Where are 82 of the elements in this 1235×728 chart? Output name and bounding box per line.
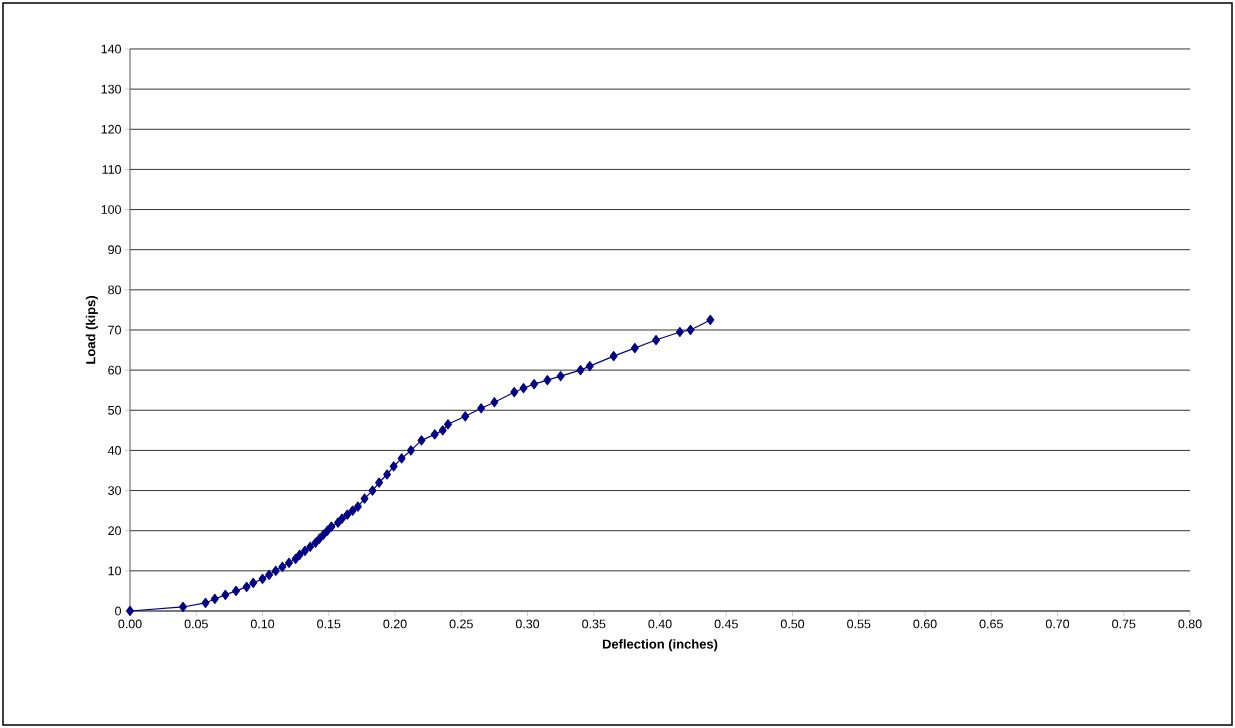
point [368, 485, 377, 496]
point [300, 545, 309, 556]
point [519, 383, 528, 394]
y-tick-label: 90 [108, 245, 121, 255]
y-tick-label: 10 [108, 566, 121, 576]
y-axis-title: Load (kips) [85, 296, 98, 364]
x-tick-label: 0.10 [250, 619, 275, 629]
point [295, 549, 304, 560]
point [311, 537, 320, 548]
point [430, 429, 439, 440]
point [265, 569, 274, 580]
point [543, 375, 552, 386]
point [271, 565, 280, 576]
point [249, 577, 258, 588]
point [406, 445, 415, 456]
y-tick-label: 30 [108, 486, 121, 495]
point [353, 501, 362, 512]
point [278, 561, 287, 572]
x-tick-label: 0.75 [1112, 619, 1136, 629]
x-tick-label: 0.80 [1178, 619, 1202, 629]
point [630, 342, 639, 354]
y-tick-label: 140 [101, 44, 121, 54]
x-tick-label: 0.35 [582, 619, 606, 629]
point [210, 593, 219, 605]
point [221, 589, 230, 601]
point [444, 419, 452, 430]
point [343, 509, 352, 520]
x-tick-label: 0.45 [714, 619, 738, 629]
y-tick-label: 20 [108, 526, 121, 536]
point [242, 581, 251, 592]
point [383, 469, 392, 480]
point [306, 541, 315, 552]
y-tick-label: 0 [115, 606, 121, 616]
x-tick-label: 0.60 [913, 619, 937, 629]
x-tick-label: 0.15 [317, 619, 341, 629]
point [338, 513, 346, 524]
y-tick-label: 80 [108, 285, 121, 295]
point [585, 361, 594, 372]
point [652, 334, 661, 346]
point [686, 324, 695, 336]
x-tick-label: 0.65 [979, 619, 1003, 629]
point [258, 573, 267, 584]
point [397, 453, 406, 464]
y-tick-label: 130 [101, 84, 121, 94]
point [477, 403, 486, 414]
point [461, 411, 470, 422]
x-tick-label: 0.55 [847, 619, 871, 629]
point [360, 493, 369, 504]
point [609, 350, 618, 362]
y-tick-label: 60 [108, 365, 121, 375]
point [291, 553, 300, 564]
point [417, 435, 426, 446]
y-tick-label: 110 [102, 165, 121, 174]
point [576, 365, 585, 376]
point [334, 517, 343, 528]
point [675, 326, 684, 338]
point [490, 397, 499, 408]
x-tick-label: 0.00 [118, 619, 142, 629]
x-tick-label: 0.25 [449, 619, 473, 629]
point [556, 371, 565, 382]
x-tick-label: 0.20 [383, 619, 407, 629]
y-tick-label: 120 [101, 124, 121, 134]
point [510, 387, 519, 398]
point [348, 505, 357, 516]
point [327, 521, 336, 532]
y-tick-label: 50 [108, 405, 121, 415]
x-tick-label: 0.30 [515, 619, 540, 629]
point [438, 425, 447, 436]
x-tick-label: 0.70 [1045, 619, 1070, 629]
point [389, 461, 398, 472]
point [530, 379, 539, 390]
x-tick-label: 0.50 [780, 619, 805, 629]
y-tick-label: 100 [101, 205, 121, 214]
x-tick-label: 0.05 [184, 619, 208, 629]
x-axis-title: Deflection (inches) [602, 639, 718, 652]
point [201, 597, 210, 609]
y-tick-label: 70 [108, 325, 121, 335]
y-tick-label: 40 [107, 446, 121, 455]
x-tick-label: 0.40 [648, 619, 672, 629]
point [285, 557, 293, 568]
point [375, 477, 384, 488]
point [706, 314, 715, 326]
